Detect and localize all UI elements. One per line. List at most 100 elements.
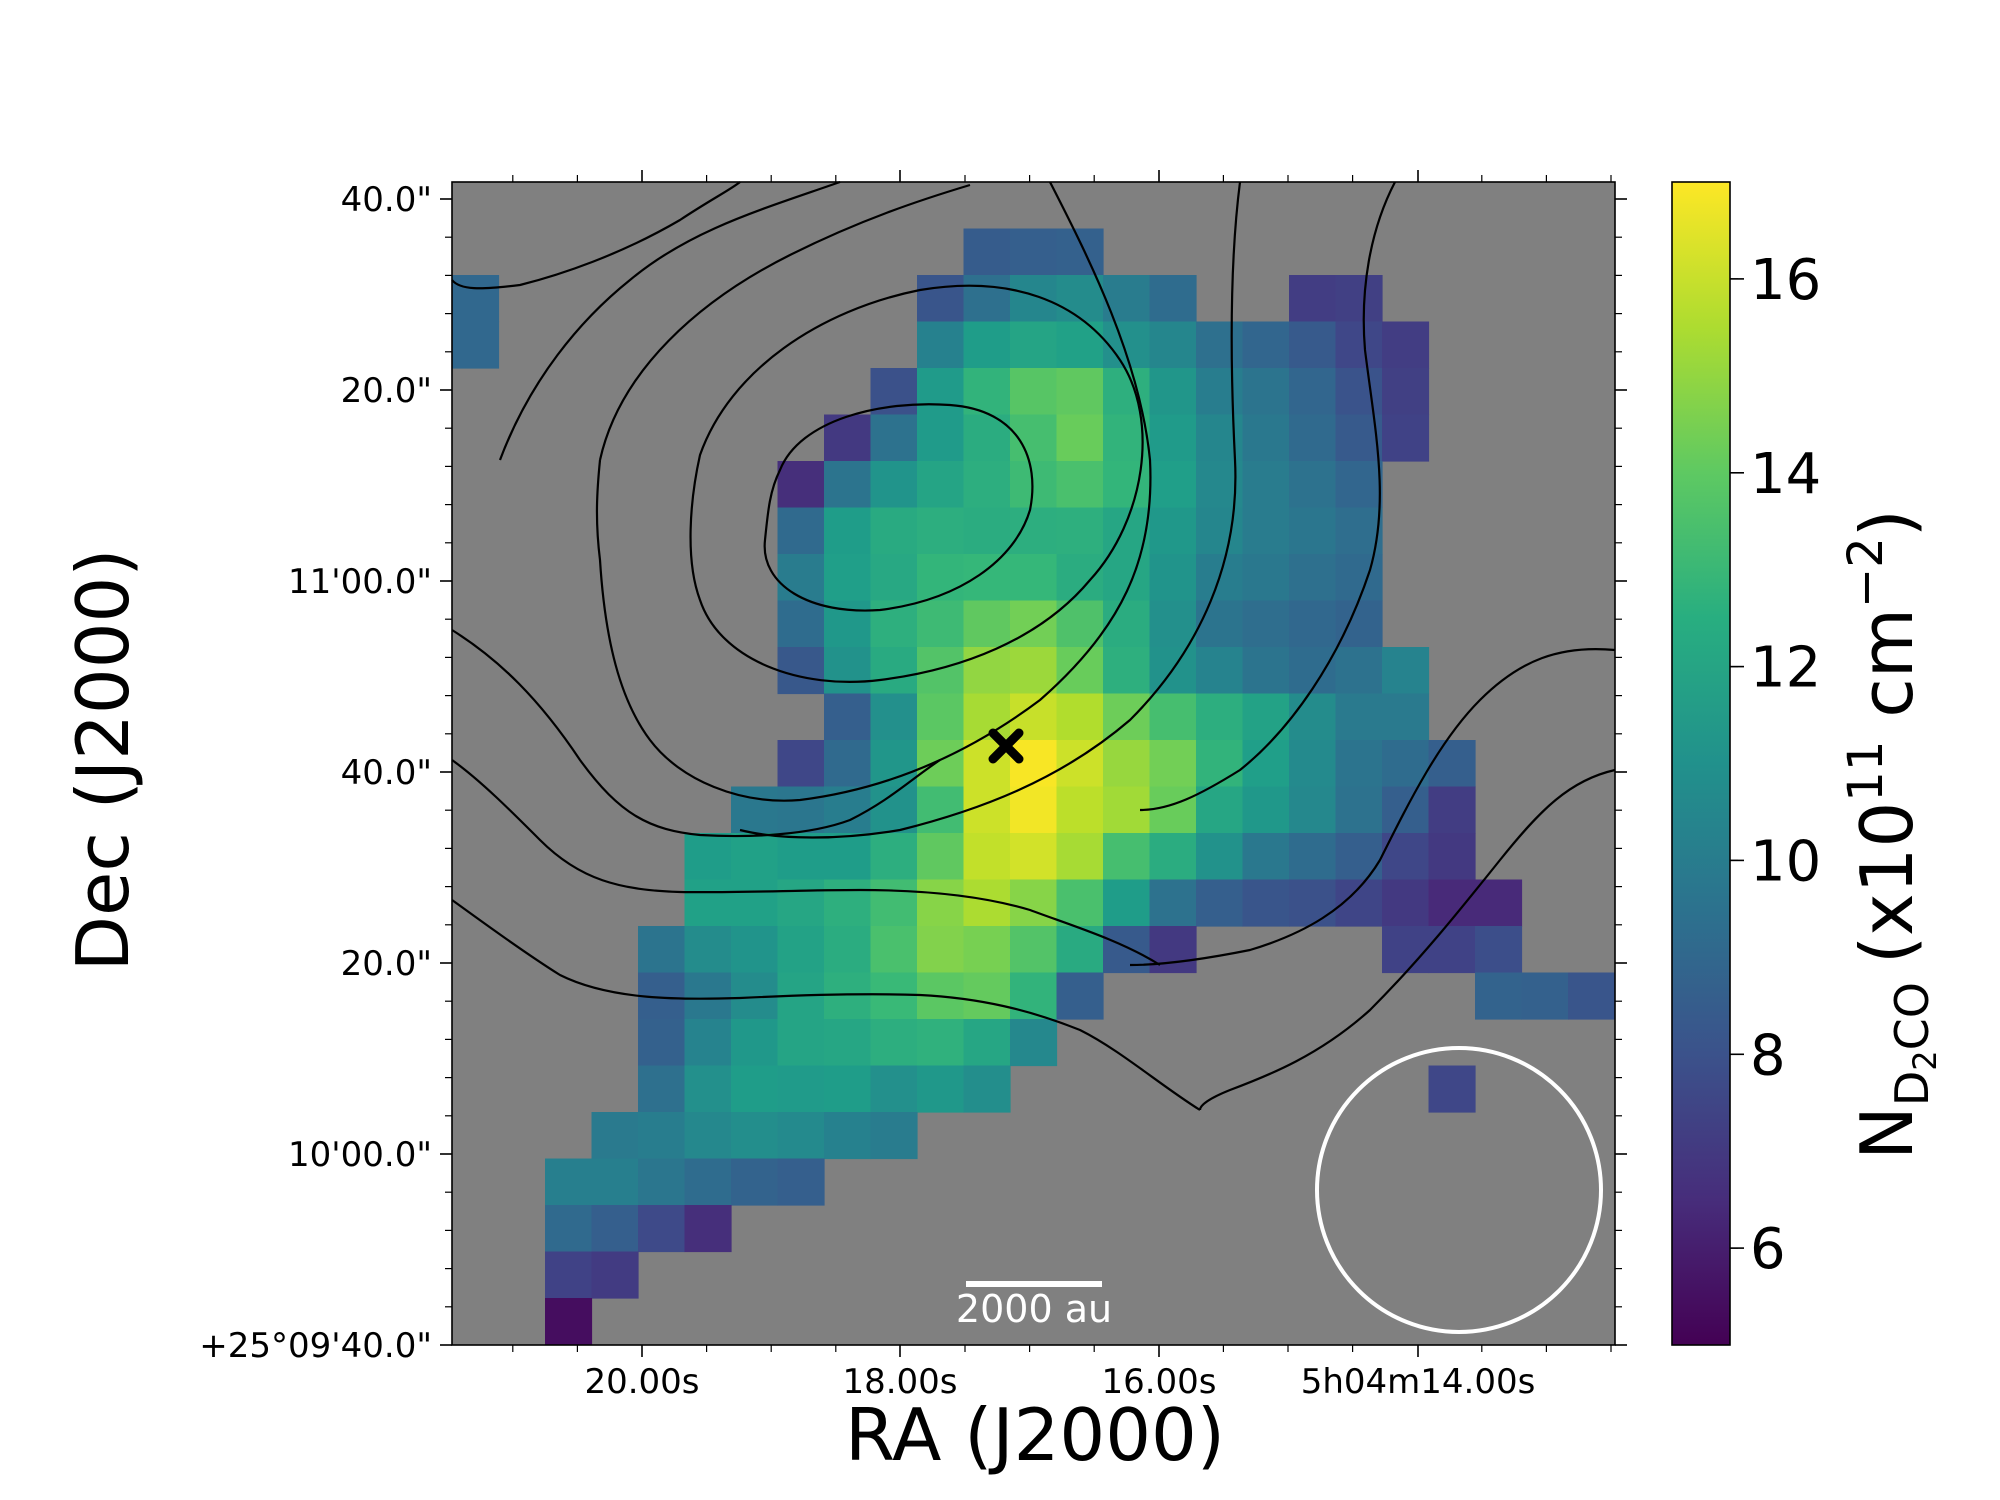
map-pixel [870, 554, 918, 602]
map-pixel [1149, 275, 1197, 323]
map-pixel [963, 461, 1011, 509]
colorbar-tick-label: 8 [1750, 1023, 1786, 1088]
map-pixel [870, 879, 918, 927]
y-tick-label: 20.0" [341, 371, 432, 411]
map-pixel [917, 321, 965, 369]
map-pixel [1335, 693, 1383, 741]
map-pixel [1056, 926, 1104, 974]
map-pixel [452, 321, 500, 369]
map-pixel [1196, 693, 1244, 741]
map-pixel [1242, 368, 1290, 416]
map-pixel [591, 1158, 639, 1206]
map-pixel [777, 647, 825, 695]
map-pixel [963, 786, 1011, 834]
map-pixel [824, 1112, 872, 1160]
map-pixel [545, 1205, 593, 1253]
map-pixel [1149, 833, 1197, 881]
map-pixel [1010, 321, 1058, 369]
map-pixel [1289, 600, 1337, 648]
map-pixel [1010, 786, 1058, 834]
map-panel: 2000 au [451, 180, 1616, 1346]
map-pixel [917, 507, 965, 555]
map-pixel [1149, 879, 1197, 927]
map-pixel [917, 786, 965, 834]
map-pixel [684, 1065, 732, 1113]
map-pixel [1149, 786, 1197, 834]
map-pixel [870, 461, 918, 509]
map-pixel [731, 1019, 779, 1067]
map-pixel [1010, 554, 1058, 602]
map-pixel [1149, 740, 1197, 788]
map-pixel [917, 1065, 965, 1113]
map-pixel [1568, 972, 1616, 1020]
map-pixel [1428, 786, 1476, 834]
map-pixel [1289, 879, 1337, 927]
contour-line [1198, 768, 1616, 1111]
map-pixel [1196, 647, 1244, 695]
contour-line [1129, 648, 1616, 967]
map-pixel [1242, 554, 1290, 602]
colorbar-tick-label: 10 [1750, 829, 1821, 894]
map-pixel [1056, 972, 1104, 1020]
contour-line [498, 180, 841, 461]
contour-line [451, 629, 941, 838]
map-pixel [1010, 228, 1058, 276]
contour-line [451, 759, 1161, 966]
map-pixel [1289, 507, 1337, 555]
map-pixel [777, 507, 825, 555]
map-pixel [591, 1205, 639, 1253]
map-pixel [963, 507, 1011, 555]
colorbar-tick-label: 12 [1750, 636, 1821, 701]
map-pixel [1196, 321, 1244, 369]
map-pixel [1196, 414, 1244, 462]
map-pixel [777, 786, 825, 834]
contour-line [763, 403, 1034, 612]
map-pixel [1242, 461, 1290, 509]
contour-line [689, 284, 1144, 683]
axes-frame [451, 181, 1616, 1346]
x-tick-label: 5h04m14.00s [1301, 1362, 1536, 1402]
map-pixel [1056, 228, 1104, 276]
map-pixel [777, 554, 825, 602]
map-pixel [1335, 786, 1383, 834]
contour-line [598, 183, 971, 461]
map-pixel [591, 1251, 639, 1299]
contour-line [1139, 181, 1396, 812]
map-pixel [777, 1112, 825, 1160]
map-pixel [963, 926, 1011, 974]
map-pixel [870, 647, 918, 695]
map-pixel [1428, 926, 1476, 974]
source-position-marker [988, 728, 1024, 764]
map-pixel [1196, 786, 1244, 834]
map-pixel [1010, 647, 1058, 695]
map-pixel [1103, 368, 1151, 416]
map-pixel [917, 414, 965, 462]
map-pixel [1196, 879, 1244, 927]
map-pixel [1010, 275, 1058, 323]
map-pixel [870, 1065, 918, 1113]
map-pixel [638, 1158, 686, 1206]
map-pixel [777, 740, 825, 788]
map-pixel [684, 926, 732, 974]
map-pixel [1335, 275, 1383, 323]
map-pixel [963, 647, 1011, 695]
map-pixel [1149, 926, 1197, 974]
map-pixel [1056, 368, 1104, 416]
map-pixel [1056, 786, 1104, 834]
x-axis-ticks: 20.00s 18.00s 16.00s 5h04m14.00s [512, 170, 1612, 1402]
map-pixel [1382, 321, 1430, 369]
map-pixel [1196, 507, 1244, 555]
contour-line [739, 181, 1242, 839]
map-pixel [1196, 368, 1244, 416]
map-pixel [1056, 833, 1104, 881]
map-pixel [824, 879, 872, 927]
map-pixel [452, 275, 500, 323]
map-pixel [917, 461, 965, 509]
map-pixel [1149, 414, 1197, 462]
map-pixel [1010, 833, 1058, 881]
map-pixel [1242, 321, 1290, 369]
map-pixel [824, 740, 872, 788]
map-pixel [1103, 600, 1151, 648]
map-pixel [963, 1019, 1011, 1067]
map-pixel [824, 507, 872, 555]
